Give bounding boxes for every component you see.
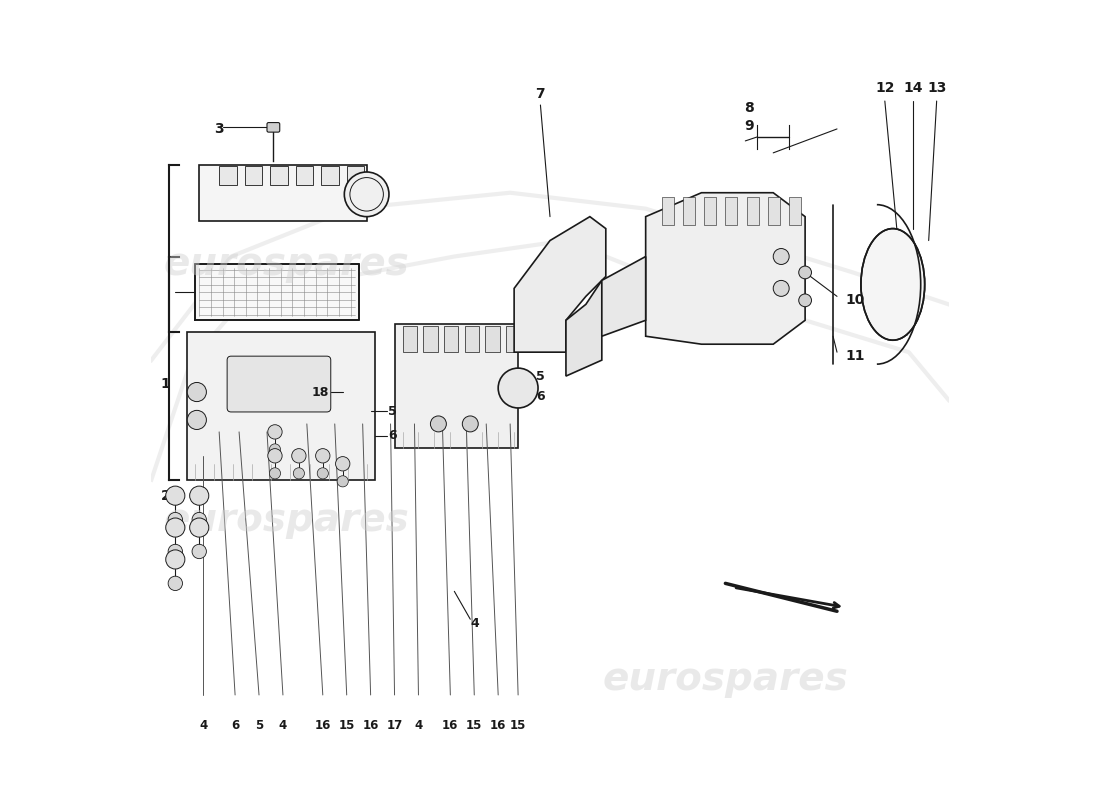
Circle shape: [773, 249, 789, 265]
Text: 3: 3: [214, 122, 224, 136]
Polygon shape: [403, 326, 417, 352]
Polygon shape: [395, 324, 518, 448]
Polygon shape: [565, 281, 602, 376]
Circle shape: [316, 449, 330, 463]
Polygon shape: [514, 217, 606, 352]
Circle shape: [166, 550, 185, 569]
Circle shape: [168, 544, 183, 558]
Polygon shape: [187, 332, 375, 480]
Polygon shape: [424, 326, 438, 352]
Text: 16: 16: [490, 719, 506, 732]
Text: 16: 16: [362, 719, 378, 732]
Text: 13: 13: [927, 82, 946, 95]
Polygon shape: [704, 197, 716, 225]
Circle shape: [192, 544, 207, 558]
Circle shape: [498, 368, 538, 408]
Text: 16: 16: [315, 719, 331, 732]
Text: 5: 5: [255, 719, 263, 732]
Text: 2: 2: [161, 489, 170, 502]
Circle shape: [168, 576, 183, 590]
Polygon shape: [506, 326, 520, 352]
Text: 1: 1: [161, 377, 170, 391]
Circle shape: [773, 281, 789, 296]
Circle shape: [187, 382, 207, 402]
Polygon shape: [602, 257, 646, 336]
Text: 7: 7: [536, 87, 546, 101]
Text: 17: 17: [386, 719, 403, 732]
Circle shape: [168, 513, 183, 526]
Circle shape: [189, 518, 209, 537]
Circle shape: [344, 172, 389, 217]
Circle shape: [336, 457, 350, 471]
Text: 4: 4: [471, 617, 478, 630]
Text: 6: 6: [388, 430, 397, 442]
Circle shape: [292, 449, 306, 463]
Polygon shape: [485, 326, 499, 352]
Circle shape: [270, 444, 280, 455]
Polygon shape: [271, 166, 288, 185]
Text: eurospares: eurospares: [164, 501, 410, 538]
Text: 15: 15: [466, 719, 483, 732]
Text: 15: 15: [510, 719, 526, 732]
Circle shape: [166, 486, 185, 506]
Circle shape: [189, 486, 209, 506]
Text: 14: 14: [903, 82, 923, 95]
Circle shape: [462, 416, 478, 432]
Text: 16: 16: [442, 719, 459, 732]
Text: 12: 12: [876, 82, 895, 95]
Text: 15: 15: [339, 719, 355, 732]
Text: 6: 6: [231, 719, 239, 732]
Circle shape: [317, 468, 329, 479]
Polygon shape: [195, 265, 359, 320]
Polygon shape: [444, 326, 459, 352]
Circle shape: [187, 410, 207, 430]
Polygon shape: [219, 166, 236, 185]
Circle shape: [430, 416, 447, 432]
Polygon shape: [683, 197, 695, 225]
Circle shape: [270, 468, 280, 479]
Circle shape: [267, 425, 282, 439]
Circle shape: [337, 476, 349, 487]
Text: 5: 5: [537, 370, 546, 382]
Text: 5: 5: [388, 405, 397, 418]
Polygon shape: [346, 166, 364, 185]
Text: 4: 4: [199, 719, 207, 732]
Polygon shape: [789, 197, 801, 225]
Text: eurospares: eurospares: [603, 660, 848, 698]
Polygon shape: [725, 197, 737, 225]
Polygon shape: [747, 197, 759, 225]
Circle shape: [192, 513, 207, 526]
FancyBboxPatch shape: [227, 356, 331, 412]
Text: 10: 10: [845, 294, 865, 307]
Text: 4: 4: [415, 719, 422, 732]
Text: 6: 6: [537, 390, 546, 402]
Polygon shape: [244, 166, 262, 185]
Text: 11: 11: [845, 349, 865, 363]
Polygon shape: [199, 165, 366, 221]
Circle shape: [166, 518, 185, 537]
Circle shape: [294, 468, 305, 479]
Text: eurospares: eurospares: [164, 246, 410, 283]
Ellipse shape: [861, 229, 925, 340]
Text: 4: 4: [278, 719, 287, 732]
Circle shape: [799, 266, 812, 279]
Circle shape: [799, 294, 812, 306]
Polygon shape: [296, 166, 314, 185]
Polygon shape: [661, 197, 673, 225]
Text: 9: 9: [745, 119, 755, 133]
Polygon shape: [768, 197, 780, 225]
Circle shape: [267, 449, 282, 463]
Polygon shape: [464, 326, 478, 352]
Polygon shape: [321, 166, 339, 185]
FancyBboxPatch shape: [267, 122, 279, 132]
Text: 8: 8: [745, 101, 755, 114]
Text: 18: 18: [311, 386, 329, 398]
Polygon shape: [646, 193, 805, 344]
